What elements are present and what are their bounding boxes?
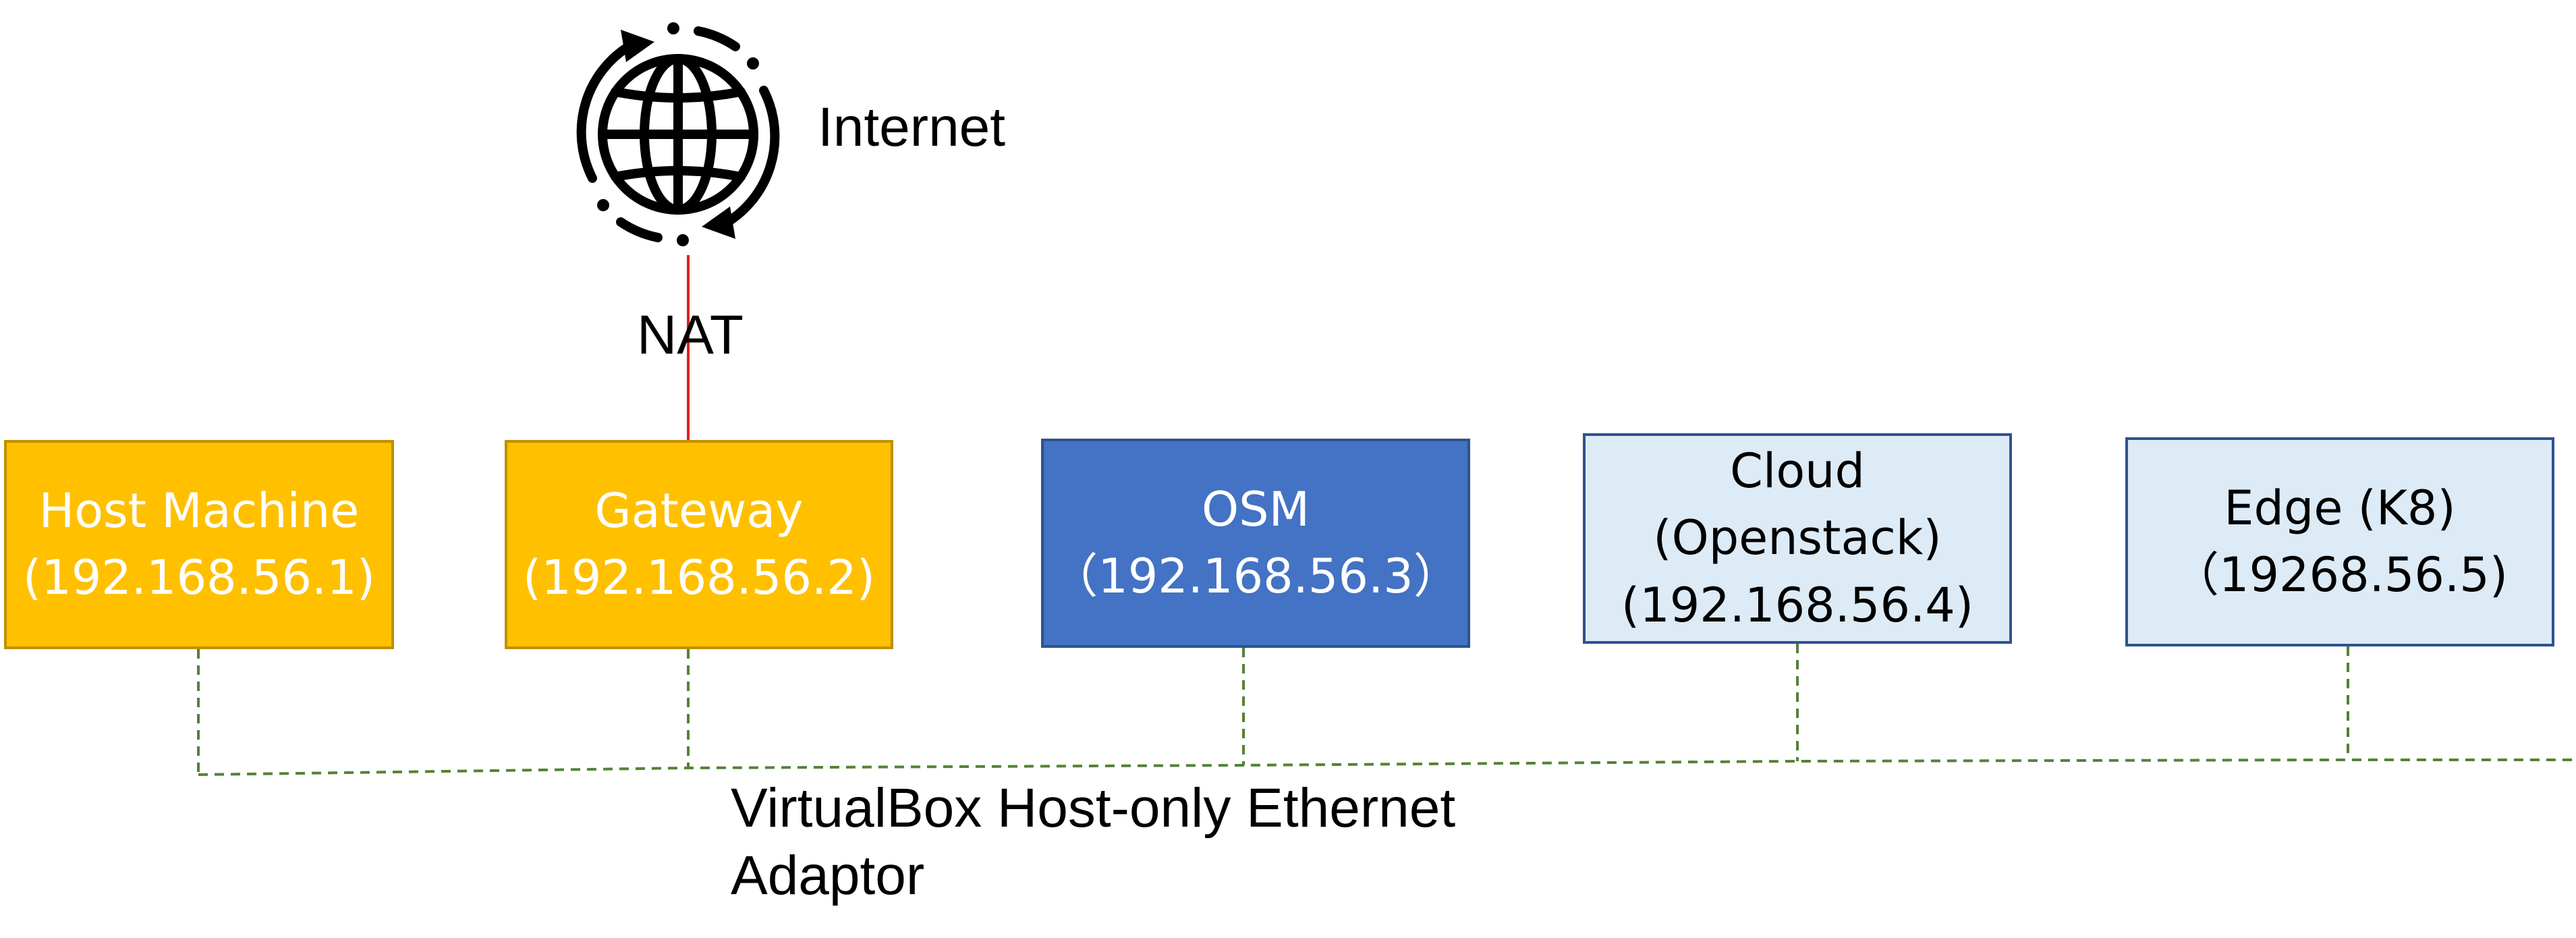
edge-name: Edge (K8) <box>2224 480 2456 536</box>
osm-name: OSM <box>1202 481 1310 537</box>
edge-node: Edge (K8) （19268.56.5) <box>2125 437 2554 646</box>
nat-label: NAT <box>637 304 744 366</box>
cloud-platform: (Openstack) <box>1653 510 1942 566</box>
host-only-bus <box>198 758 2576 776</box>
cloud-name: Cloud <box>1730 443 1865 499</box>
edge-ip: （19268.56.5) <box>2171 547 2509 603</box>
globe-refresh-icon <box>576 22 780 246</box>
host-machine-ip: (192.168.56.1) <box>22 550 376 605</box>
host-only-adapter-label: VirtualBox Host-only Ethernet Adaptor <box>731 775 1455 910</box>
cloud-ip: (192.168.56.4) <box>1621 577 1974 633</box>
internet-label: Internet <box>818 96 1006 158</box>
host-machine-name: Host Machine <box>38 482 360 539</box>
gateway-name: Gateway <box>594 482 804 539</box>
gateway-node: Gateway (192.168.56.2) <box>505 440 893 649</box>
host-machine-node: Host Machine (192.168.56.1) <box>4 440 394 649</box>
gateway-ip: (192.168.56.2) <box>522 550 876 605</box>
host-only-adapter-label-line2: Adaptor <box>731 845 925 907</box>
osm-ip: （192.168.56.3） <box>1051 549 1461 604</box>
osm-node: OSM （192.168.56.3） <box>1041 439 1470 648</box>
cloud-node: Cloud (Openstack) (192.168.56.4) <box>1583 433 2012 644</box>
host-only-adapter-label-line1: VirtualBox Host-only Ethernet <box>731 777 1456 839</box>
